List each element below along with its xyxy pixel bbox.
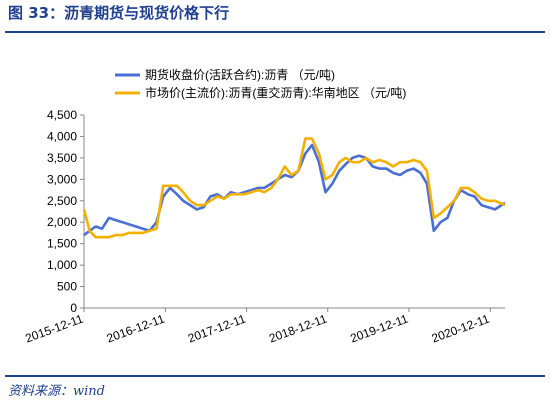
series-line-futures xyxy=(83,143,506,237)
figure-title: 图 33：沥青期货与现货价格下行 xyxy=(8,4,230,22)
series-lines xyxy=(82,137,506,239)
y-tick-label: 1,500 xyxy=(47,237,77,251)
x-tick-label: 2016-12-11 xyxy=(105,312,167,346)
x-tick-label: 2019-12-11 xyxy=(348,312,410,346)
y-tick-label: 3,000 xyxy=(47,172,77,186)
y-tick-label: 2,000 xyxy=(47,215,77,229)
x-tick-label: 2017-12-11 xyxy=(186,312,248,346)
x-tick-label: 2018-12-11 xyxy=(267,312,329,346)
series-line-spot xyxy=(82,137,506,239)
x-tick-label: 2020-12-11 xyxy=(430,312,492,346)
y-tick-label: 4,500 xyxy=(47,108,77,122)
y-tick-label: 3,500 xyxy=(47,151,77,165)
y-tick-label: 1,000 xyxy=(47,258,77,272)
line-chart: 期货收盘价(活跃合约):沥青 （元/吨) 市场价(主流价):沥青(重交沥青):华… xyxy=(23,67,506,346)
chart-legend: 期货收盘价(活跃合约):沥青 （元/吨) 市场价(主流价):沥青(重交沥青):华… xyxy=(115,67,406,100)
legend-label-futures: 期货收盘价(活跃合约):沥青 （元/吨) xyxy=(145,67,335,82)
y-tick-label: 0 xyxy=(70,301,77,315)
title-rule xyxy=(5,31,545,33)
y-tick-label: 500 xyxy=(57,280,77,294)
source-note: 资料来源：wind xyxy=(8,384,105,399)
y-tick-label: 4,000 xyxy=(47,129,77,143)
x-tick-label: 2015-12-11 xyxy=(23,312,85,346)
legend-label-spot: 市场价(主流价):沥青(重交沥青):华南地区 （元/吨) xyxy=(145,85,406,100)
source-rule xyxy=(5,375,545,377)
y-tick-label: 2,500 xyxy=(47,194,77,208)
